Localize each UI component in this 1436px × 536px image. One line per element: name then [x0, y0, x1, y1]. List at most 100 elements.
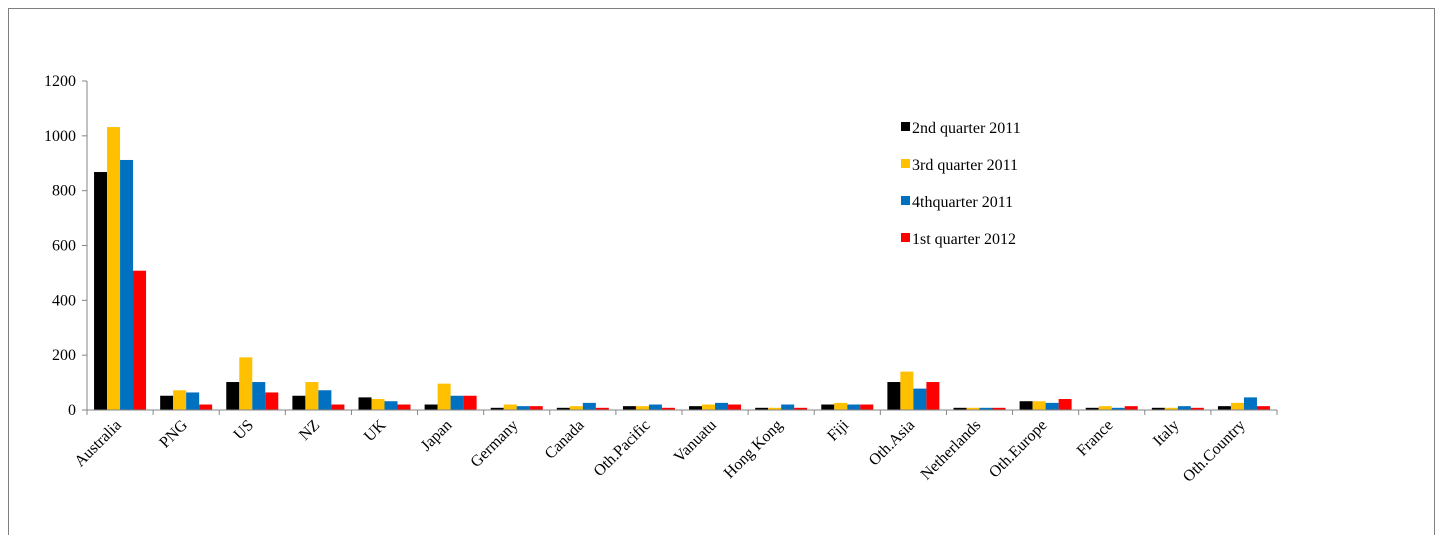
x-tick-label: Hong Kong — [721, 417, 786, 482]
bar — [503, 404, 517, 410]
bar — [953, 407, 967, 410]
bar — [371, 399, 385, 410]
x-axis: Australia PNG US NZ UK Japan Germany Canada Oth.… — [71, 409, 1278, 486]
bar — [755, 407, 769, 410]
bar — [781, 404, 795, 410]
bar — [595, 407, 609, 410]
x-tick-label: France — [1074, 417, 1117, 460]
bar — [490, 407, 504, 410]
legend-swatch — [901, 159, 910, 168]
x-tick-label: Germany — [467, 417, 521, 471]
x-tick-label: Oth.Country — [1180, 417, 1249, 486]
bar — [450, 395, 464, 410]
bar — [1256, 406, 1270, 410]
bar — [160, 395, 174, 410]
bar — [305, 382, 319, 410]
bar — [292, 395, 306, 410]
bar — [661, 407, 675, 410]
bar-chart: 0 200 400 600 800 1000 1200 Australia PNG US NZ UK… — [44, 73, 1278, 486]
x-tick-label: Fiji — [824, 416, 852, 444]
x-tick-label: US — [231, 417, 257, 443]
bar — [331, 404, 345, 410]
bar — [437, 383, 451, 410]
x-tick-label: Vanuatu — [671, 417, 720, 466]
legend-label: 2nd quarter 2011 — [912, 120, 1021, 137]
bar — [966, 407, 980, 410]
bar — [1032, 401, 1046, 410]
bar — [794, 407, 808, 410]
x-tick-label: NZ — [296, 417, 323, 444]
bar — [768, 407, 782, 410]
y-tick-label: 1000 — [44, 128, 76, 145]
bar — [1045, 402, 1059, 410]
bar — [715, 402, 729, 410]
x-tick-label: PNG — [156, 416, 191, 451]
bar — [926, 382, 940, 410]
y-tick-label: 0 — [68, 402, 76, 419]
bar — [1243, 397, 1257, 410]
bar — [226, 382, 240, 410]
bars — [94, 127, 1270, 410]
bar — [847, 404, 861, 410]
bar — [107, 127, 121, 410]
bar — [979, 407, 993, 410]
y-axis: 0 200 400 600 800 1000 1200 — [44, 73, 88, 419]
x-tick-label: Netherlands — [918, 417, 985, 484]
y-tick-label: 1200 — [44, 73, 76, 90]
legend-swatch — [901, 122, 910, 131]
bar — [622, 406, 636, 410]
bar — [702, 404, 716, 410]
y-tick-label: 600 — [52, 238, 76, 255]
bar — [120, 159, 134, 410]
bar — [1124, 406, 1138, 410]
bar — [648, 404, 662, 410]
legend-label: 1st quarter 2012 — [912, 231, 1016, 248]
x-tick-label: Italy — [1150, 417, 1183, 450]
bar — [913, 388, 927, 410]
bar — [265, 392, 279, 410]
bar — [728, 404, 742, 410]
bar — [318, 390, 332, 410]
bar — [94, 172, 108, 410]
bar — [516, 406, 530, 410]
bar — [133, 270, 147, 410]
x-tick-label: Oth.Pacific — [591, 417, 654, 480]
bar — [1058, 399, 1072, 410]
x-tick-label: UK — [361, 416, 390, 445]
legend-swatch — [901, 233, 910, 242]
bar — [689, 406, 703, 410]
bar — [569, 406, 583, 410]
bar — [199, 404, 213, 410]
bar — [186, 392, 200, 410]
bar — [1190, 407, 1204, 410]
bar — [556, 407, 570, 410]
x-tick-label: Canada — [542, 417, 588, 463]
bar — [821, 404, 835, 410]
chart-frame: 0 200 400 600 800 1000 1200 Australia PNG US NZ UK… — [8, 8, 1435, 535]
bar — [239, 357, 253, 410]
bar — [529, 406, 543, 410]
bar — [1164, 407, 1178, 410]
bar — [887, 382, 901, 410]
bar — [834, 402, 848, 410]
x-tick-label: Oth.Asia — [866, 417, 919, 470]
bar — [635, 406, 649, 410]
bar — [1230, 402, 1244, 410]
bar — [463, 395, 477, 410]
bar — [173, 390, 187, 410]
bar — [582, 402, 596, 410]
bar — [1177, 406, 1191, 410]
legend: 2nd quarter 2011 3rd quarter 2011 4thquart… — [901, 120, 1021, 248]
legend-label: 4thquarter 2011 — [912, 194, 1013, 211]
bar — [900, 371, 914, 410]
bar — [1098, 406, 1112, 410]
x-tick-label: Australia — [71, 417, 124, 470]
y-tick-label: 800 — [52, 183, 76, 200]
bar — [397, 404, 411, 410]
bar — [358, 397, 372, 410]
legend-swatch — [901, 196, 910, 205]
x-tick-label: Oth.Europe — [986, 417, 1050, 481]
bar — [1111, 407, 1125, 410]
bar — [1217, 406, 1231, 410]
bar — [384, 401, 398, 410]
